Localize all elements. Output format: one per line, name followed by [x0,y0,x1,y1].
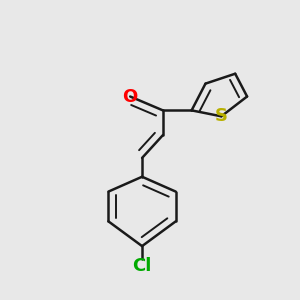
Text: O: O [123,88,138,106]
Text: Cl: Cl [132,257,152,275]
Text: S: S [215,107,228,125]
